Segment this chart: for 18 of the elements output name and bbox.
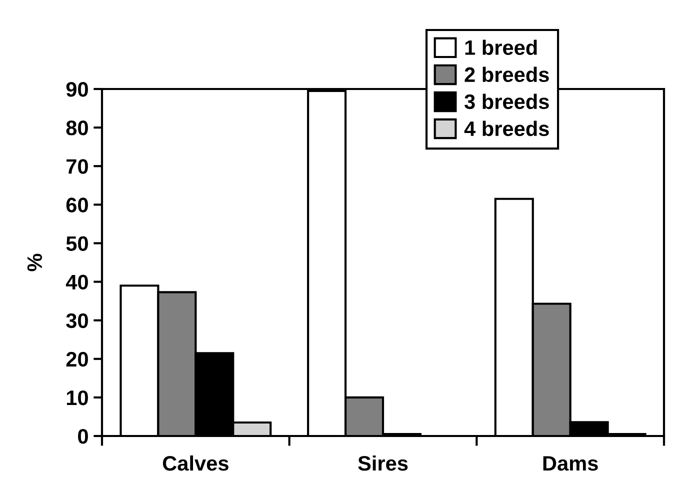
y-tick-label: 30: [66, 313, 88, 328]
y-tick-label: 80: [66, 120, 88, 136]
y-tick-label: 20: [66, 352, 88, 367]
y-tick-label: 60: [66, 198, 88, 212]
y-tick-label: 40: [66, 274, 88, 290]
x-tick-label: Dams: [543, 456, 598, 471]
y-tick-label: 0: [78, 429, 88, 444]
y-axis-title: %: [27, 254, 42, 272]
y-tick-label: 10: [66, 390, 88, 406]
y-tick-label: 70: [66, 159, 88, 174]
y-tick-label: 90: [66, 82, 88, 97]
legend-label: 3 breeds: [464, 94, 549, 110]
legend-label: 4 breeds: [464, 120, 549, 136]
legend-label: 2 breeds: [464, 66, 549, 82]
x-tick-label: Calves: [162, 455, 228, 471]
legend-label: 1 breed: [465, 40, 537, 56]
y-tick-label: 50: [66, 236, 88, 251]
x-tick-label: Sires: [358, 455, 408, 471]
